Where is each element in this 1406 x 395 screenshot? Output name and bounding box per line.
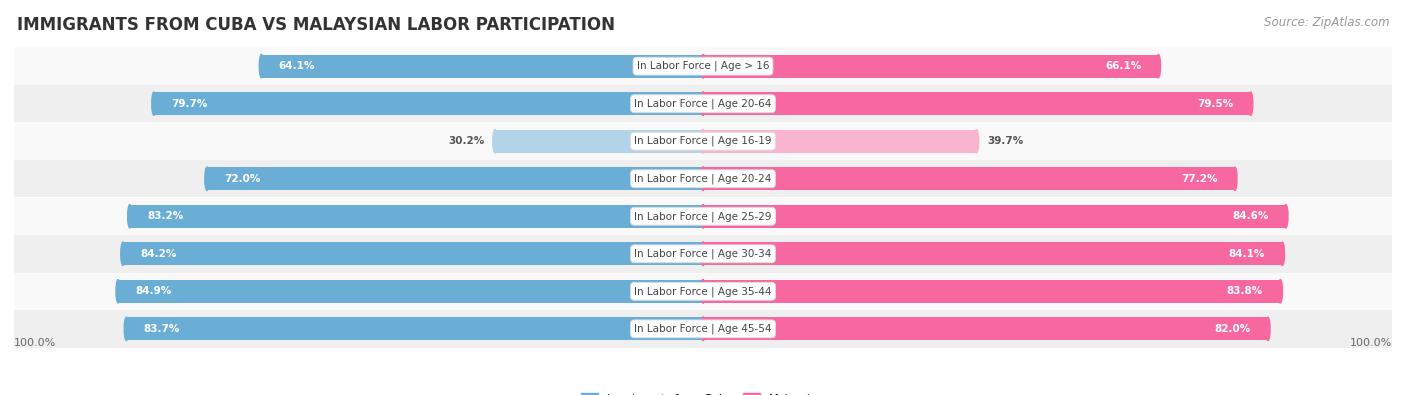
- Circle shape: [1278, 280, 1282, 303]
- Circle shape: [700, 167, 706, 190]
- Bar: [129, 205, 703, 228]
- Bar: [127, 317, 703, 340]
- Text: 82.0%: 82.0%: [1215, 324, 1251, 334]
- Bar: [703, 205, 1286, 228]
- Bar: [14, 160, 1392, 198]
- Circle shape: [700, 242, 706, 265]
- Bar: [703, 167, 1234, 190]
- Text: 84.6%: 84.6%: [1232, 211, 1268, 221]
- Text: In Labor Force | Age 16-19: In Labor Force | Age 16-19: [634, 136, 772, 147]
- Text: In Labor Force | Age > 16: In Labor Force | Age > 16: [637, 61, 769, 71]
- Text: 83.2%: 83.2%: [148, 211, 183, 221]
- Text: In Labor Force | Age 30-34: In Labor Force | Age 30-34: [634, 248, 772, 259]
- Text: 64.1%: 64.1%: [278, 61, 315, 71]
- Circle shape: [700, 92, 706, 115]
- Text: 83.7%: 83.7%: [143, 324, 180, 334]
- Bar: [703, 130, 977, 153]
- Text: In Labor Force | Age 20-24: In Labor Force | Age 20-24: [634, 173, 772, 184]
- Circle shape: [700, 242, 706, 265]
- Circle shape: [1284, 205, 1288, 228]
- Text: In Labor Force | Age 20-64: In Labor Force | Age 20-64: [634, 98, 772, 109]
- Bar: [14, 198, 1392, 235]
- Circle shape: [124, 317, 128, 340]
- Bar: [14, 310, 1392, 348]
- Bar: [703, 242, 1282, 265]
- Text: 66.1%: 66.1%: [1105, 61, 1142, 71]
- Circle shape: [700, 280, 706, 303]
- Bar: [703, 55, 1159, 78]
- Bar: [153, 92, 703, 115]
- Circle shape: [700, 167, 706, 190]
- Text: 30.2%: 30.2%: [449, 136, 485, 146]
- Bar: [14, 47, 1392, 85]
- Circle shape: [259, 55, 263, 78]
- Circle shape: [205, 167, 209, 190]
- Bar: [703, 280, 1281, 303]
- Text: 84.1%: 84.1%: [1229, 249, 1265, 259]
- Circle shape: [152, 92, 156, 115]
- Text: 79.7%: 79.7%: [172, 99, 208, 109]
- Circle shape: [700, 317, 706, 340]
- Text: IMMIGRANTS FROM CUBA VS MALAYSIAN LABOR PARTICIPATION: IMMIGRANTS FROM CUBA VS MALAYSIAN LABOR …: [17, 16, 614, 34]
- Text: 83.8%: 83.8%: [1227, 286, 1263, 296]
- Circle shape: [700, 280, 706, 303]
- Bar: [14, 85, 1392, 122]
- Bar: [207, 167, 703, 190]
- Bar: [703, 317, 1268, 340]
- Text: 100.0%: 100.0%: [1350, 339, 1392, 348]
- Text: 100.0%: 100.0%: [14, 339, 56, 348]
- Bar: [118, 280, 703, 303]
- Circle shape: [115, 280, 121, 303]
- Text: 79.5%: 79.5%: [1198, 99, 1233, 109]
- Circle shape: [974, 130, 979, 153]
- Circle shape: [1156, 55, 1160, 78]
- Circle shape: [700, 55, 706, 78]
- Text: 84.2%: 84.2%: [141, 249, 177, 259]
- Circle shape: [128, 205, 132, 228]
- Text: 77.2%: 77.2%: [1181, 174, 1218, 184]
- Text: 84.9%: 84.9%: [135, 286, 172, 296]
- Text: 39.7%: 39.7%: [987, 136, 1024, 146]
- Text: In Labor Force | Age 45-54: In Labor Force | Age 45-54: [634, 324, 772, 334]
- Circle shape: [700, 130, 706, 153]
- Circle shape: [700, 317, 706, 340]
- Circle shape: [700, 92, 706, 115]
- Text: Source: ZipAtlas.com: Source: ZipAtlas.com: [1264, 16, 1389, 29]
- Bar: [122, 242, 703, 265]
- Circle shape: [700, 205, 706, 228]
- Bar: [14, 235, 1392, 273]
- Circle shape: [700, 130, 706, 153]
- Circle shape: [1249, 92, 1253, 115]
- Circle shape: [700, 55, 706, 78]
- Circle shape: [1281, 242, 1285, 265]
- Circle shape: [1233, 167, 1237, 190]
- Circle shape: [494, 130, 498, 153]
- Text: In Labor Force | Age 25-29: In Labor Force | Age 25-29: [634, 211, 772, 222]
- Bar: [495, 130, 703, 153]
- Bar: [14, 122, 1392, 160]
- Text: In Labor Force | Age 35-44: In Labor Force | Age 35-44: [634, 286, 772, 297]
- Bar: [703, 92, 1251, 115]
- Circle shape: [121, 242, 125, 265]
- Text: 72.0%: 72.0%: [224, 174, 260, 184]
- Legend: Immigrants from Cuba, Malaysian: Immigrants from Cuba, Malaysian: [576, 389, 830, 395]
- Circle shape: [700, 205, 706, 228]
- Bar: [262, 55, 703, 78]
- Circle shape: [1265, 317, 1270, 340]
- Bar: [14, 273, 1392, 310]
